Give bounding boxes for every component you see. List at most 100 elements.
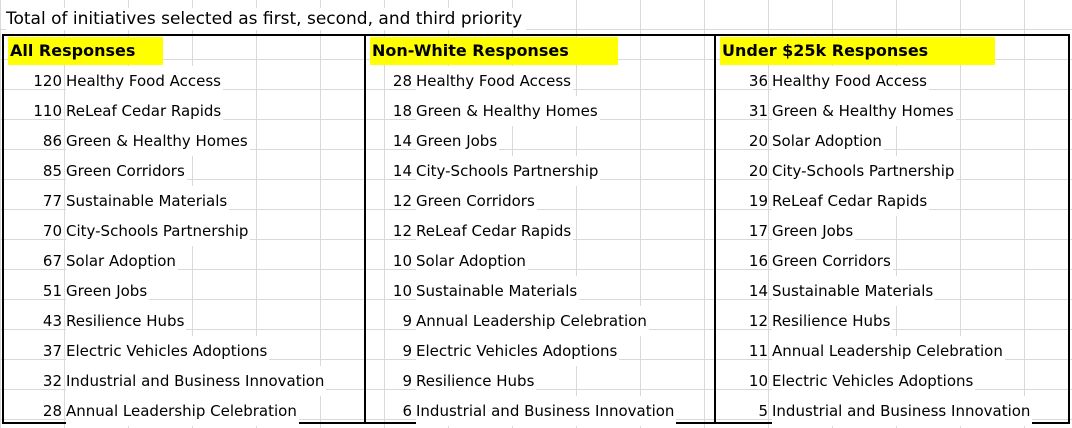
- table-row[interactable]: 31 Green & Healthy Homes: [716, 96, 1068, 126]
- initiative-cell[interactable]: Electric Vehicles Adoptions: [416, 336, 620, 366]
- count-cell[interactable]: 17: [748, 222, 768, 240]
- count-cell[interactable]: 110: [33, 102, 62, 120]
- initiative-cell[interactable]: City-Schools Partnership: [772, 156, 957, 186]
- initiative-cell[interactable]: Electric Vehicles Adoptions: [66, 336, 270, 366]
- count-cell[interactable]: 32: [42, 372, 62, 390]
- count-cell[interactable]: 10: [392, 252, 412, 270]
- initiative-cell[interactable]: ReLeaf Cedar Rapids: [772, 186, 930, 216]
- initiative-cell[interactable]: Solar Adoption: [66, 246, 178, 276]
- initiative-cell[interactable]: Healthy Food Access: [772, 66, 929, 96]
- initiative-cell[interactable]: Green Jobs: [772, 216, 856, 246]
- count-cell[interactable]: 16: [748, 252, 768, 270]
- initiative-cell[interactable]: Green Corridors: [416, 186, 537, 216]
- count-cell[interactable]: 12: [392, 222, 412, 240]
- initiative-cell[interactable]: Healthy Food Access: [416, 66, 573, 96]
- table-row[interactable]: 28 Annual Leadership Celebration: [4, 396, 364, 426]
- count-cell[interactable]: 70: [42, 222, 62, 240]
- initiative-cell[interactable]: Electric Vehicles Adoptions: [772, 366, 976, 396]
- initiative-cell[interactable]: Sustainable Materials: [772, 276, 936, 306]
- table-row[interactable]: 32 Industrial and Business Innovation: [4, 366, 364, 396]
- initiative-cell[interactable]: Resilience Hubs: [772, 306, 893, 336]
- table-row[interactable]: 18 Green & Healthy Homes: [366, 96, 714, 126]
- count-cell[interactable]: 43: [42, 312, 62, 330]
- count-cell[interactable]: 20: [748, 162, 768, 180]
- section-header[interactable]: Under $25k Responses: [716, 36, 1068, 66]
- count-cell[interactable]: 20: [748, 132, 768, 150]
- initiative-cell[interactable]: Annual Leadership Celebration: [66, 396, 299, 426]
- count-cell[interactable]: 12: [748, 312, 768, 330]
- initiative-cell[interactable]: Green & Healthy Homes: [772, 96, 956, 126]
- table-row[interactable]: 20 City-Schools Partnership: [716, 156, 1068, 186]
- table-row[interactable]: 110 ReLeaf Cedar Rapids: [4, 96, 364, 126]
- initiative-cell[interactable]: Green Jobs: [416, 126, 500, 156]
- count-cell[interactable]: 14: [748, 282, 768, 300]
- initiative-cell[interactable]: Resilience Hubs: [66, 306, 187, 336]
- table-row[interactable]: 77 Sustainable Materials: [4, 186, 364, 216]
- initiative-cell[interactable]: Green Corridors: [66, 156, 187, 186]
- table-row[interactable]: 10 Electric Vehicles Adoptions: [716, 366, 1068, 396]
- table-row[interactable]: 67 Solar Adoption: [4, 246, 364, 276]
- count-cell[interactable]: 36: [748, 72, 768, 90]
- initiative-cell[interactable]: Industrial and Business Innovation: [772, 396, 1033, 426]
- table-row[interactable]: 9 Electric Vehicles Adoptions: [366, 336, 714, 366]
- table-row[interactable]: 85 Green Corridors: [4, 156, 364, 186]
- section-header[interactable]: All Responses: [4, 36, 364, 66]
- count-cell[interactable]: 85: [42, 162, 62, 180]
- count-cell[interactable]: 10: [748, 372, 768, 390]
- initiative-cell[interactable]: ReLeaf Cedar Rapids: [66, 96, 224, 126]
- initiative-cell[interactable]: Sustainable Materials: [416, 276, 580, 306]
- table-row[interactable]: 12 Green Corridors: [366, 186, 714, 216]
- count-cell[interactable]: 14: [392, 162, 412, 180]
- table-row[interactable]: 14 Green Jobs: [366, 126, 714, 156]
- table-row[interactable]: 20 Solar Adoption: [716, 126, 1068, 156]
- count-cell[interactable]: 5: [758, 402, 768, 420]
- count-cell[interactable]: 11: [748, 342, 768, 360]
- count-cell[interactable]: 9: [402, 312, 412, 330]
- initiative-cell[interactable]: Resilience Hubs: [416, 366, 537, 396]
- initiative-cell[interactable]: Industrial and Business Innovation: [66, 366, 327, 396]
- table-row[interactable]: 70 City-Schools Partnership: [4, 216, 364, 246]
- initiative-cell[interactable]: Solar Adoption: [772, 126, 884, 156]
- initiative-cell[interactable]: Green Jobs: [66, 276, 150, 306]
- table-row[interactable]: 11 Annual Leadership Celebration: [716, 336, 1068, 366]
- count-cell[interactable]: 37: [42, 342, 62, 360]
- count-cell[interactable]: 6: [402, 402, 412, 420]
- table-row[interactable]: 12 ReLeaf Cedar Rapids: [366, 216, 714, 246]
- table-row[interactable]: 37 Electric Vehicles Adoptions: [4, 336, 364, 366]
- count-cell[interactable]: 31: [748, 102, 768, 120]
- count-cell[interactable]: 14: [392, 132, 412, 150]
- table-row[interactable]: 86 Green & Healthy Homes: [4, 126, 364, 156]
- table-row[interactable]: 5 Industrial and Business Innovation: [716, 396, 1068, 426]
- table-row[interactable]: 10 Solar Adoption: [366, 246, 714, 276]
- table-row[interactable]: 28 Healthy Food Access: [366, 66, 714, 96]
- initiative-cell[interactable]: Sustainable Materials: [66, 186, 230, 216]
- count-cell[interactable]: 10: [392, 282, 412, 300]
- initiative-cell[interactable]: Solar Adoption: [416, 246, 528, 276]
- count-cell[interactable]: 18: [392, 102, 412, 120]
- section-header[interactable]: Non-White Responses: [366, 36, 714, 66]
- initiative-cell[interactable]: Healthy Food Access: [66, 66, 223, 96]
- initiative-cell[interactable]: Green Corridors: [772, 246, 893, 276]
- table-row[interactable]: 14 City-Schools Partnership: [366, 156, 714, 186]
- table-row[interactable]: 17 Green Jobs: [716, 216, 1068, 246]
- table-row[interactable]: 51 Green Jobs: [4, 276, 364, 306]
- count-cell[interactable]: 9: [402, 372, 412, 390]
- count-cell[interactable]: 9: [402, 342, 412, 360]
- table-row[interactable]: 9 Resilience Hubs: [366, 366, 714, 396]
- table-row[interactable]: 36 Healthy Food Access: [716, 66, 1068, 96]
- count-cell[interactable]: 28: [42, 402, 62, 420]
- count-cell[interactable]: 120: [33, 72, 62, 90]
- count-cell[interactable]: 51: [42, 282, 62, 300]
- count-cell[interactable]: 67: [42, 252, 62, 270]
- table-row[interactable]: 10 Sustainable Materials: [366, 276, 714, 306]
- count-cell[interactable]: 28: [392, 72, 412, 90]
- table-row[interactable]: 120 Healthy Food Access: [4, 66, 364, 96]
- table-row[interactable]: 16 Green Corridors: [716, 246, 1068, 276]
- count-cell[interactable]: 77: [42, 192, 62, 210]
- table-row[interactable]: 43 Resilience Hubs: [4, 306, 364, 336]
- initiative-cell[interactable]: Industrial and Business Innovation: [416, 396, 677, 426]
- table-row[interactable]: 12 Resilience Hubs: [716, 306, 1068, 336]
- initiative-cell[interactable]: Green & Healthy Homes: [66, 126, 250, 156]
- table-row[interactable]: 6 Industrial and Business Innovation: [366, 396, 714, 426]
